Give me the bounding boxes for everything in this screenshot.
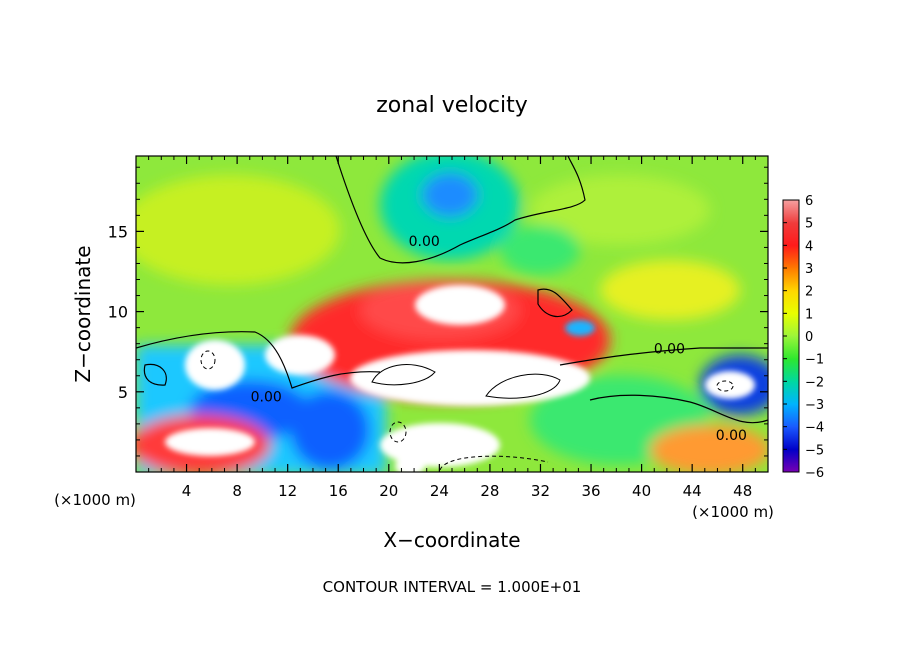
x-tick-label: 24 [430, 482, 449, 500]
colorbar-label: 1 [805, 307, 813, 322]
x-unit-label-left: (×1000 m) [54, 491, 136, 509]
contour-interval-note: CONTOUR INTERVAL = 1.000E+01 [323, 578, 582, 596]
colorbar: 6 5 4 3 2 1 0 −1 −2 −3 −4 −5 −6 [782, 194, 824, 481]
heatmap-field [136, 156, 768, 472]
x-tick-label: 48 [733, 482, 752, 500]
chart-title: zonal velocity [376, 93, 528, 118]
colorbar-band [783, 358, 799, 382]
x-tick-label: 28 [480, 482, 499, 500]
x-axis-title: X−coordinate [383, 528, 520, 552]
colorbar-label: −4 [805, 421, 824, 436]
x-tick-label: 8 [232, 482, 242, 500]
y-tick-label: 10 [108, 303, 128, 322]
colorbar-label: −1 [805, 353, 824, 368]
colorbar-band [783, 290, 799, 314]
colorbar-label: 6 [805, 194, 813, 209]
y-tick-label: 5 [118, 383, 128, 402]
contour-lines-negative [200, 350, 734, 471]
colorbar-band [783, 245, 799, 269]
y-tick-label: 15 [108, 222, 128, 241]
colorbar-label: −2 [805, 375, 824, 390]
colorbar-label: −6 [805, 466, 824, 481]
contour-lines [136, 156, 768, 424]
x-tick-label: 32 [531, 482, 550, 500]
colorbar-label: 4 [805, 239, 813, 254]
colorbar-band [783, 336, 799, 360]
colorbar-label: 5 [805, 217, 813, 232]
contour-label: 0.00 [654, 341, 685, 357]
contour-label: 0.00 [716, 428, 747, 444]
contour-lines-positive [371, 364, 561, 399]
colorbar-label: 0 [805, 330, 813, 345]
colorbar-band [783, 268, 799, 292]
x-tick-label: 20 [379, 482, 398, 500]
colorbar-label: 2 [805, 285, 813, 300]
colorbar-band [783, 404, 799, 428]
x-unit-label-right: (×1000 m) [692, 503, 774, 521]
x-tick-label: 44 [683, 482, 702, 500]
colorbar-band [783, 222, 799, 246]
x-tick-label: 40 [632, 482, 651, 500]
x-tick-label: 4 [182, 482, 192, 500]
colorbar-band [783, 426, 799, 450]
colorbar-band [783, 200, 799, 224]
colorbar-band [783, 449, 799, 473]
x-tick-label: 12 [278, 482, 297, 500]
x-tick-label: 16 [329, 482, 348, 500]
colorbar-band [783, 313, 799, 337]
colorbar-label: −5 [805, 443, 824, 458]
contour-label: 0.00 [409, 234, 440, 250]
colorbar-label: 3 [805, 262, 813, 277]
colorbar-band [783, 381, 799, 405]
colorbar-label: −3 [805, 398, 824, 413]
x-tick-label: 36 [581, 482, 600, 500]
contour-label: 0.00 [251, 390, 282, 406]
y-axis-title: Z−coordinate [71, 245, 95, 382]
